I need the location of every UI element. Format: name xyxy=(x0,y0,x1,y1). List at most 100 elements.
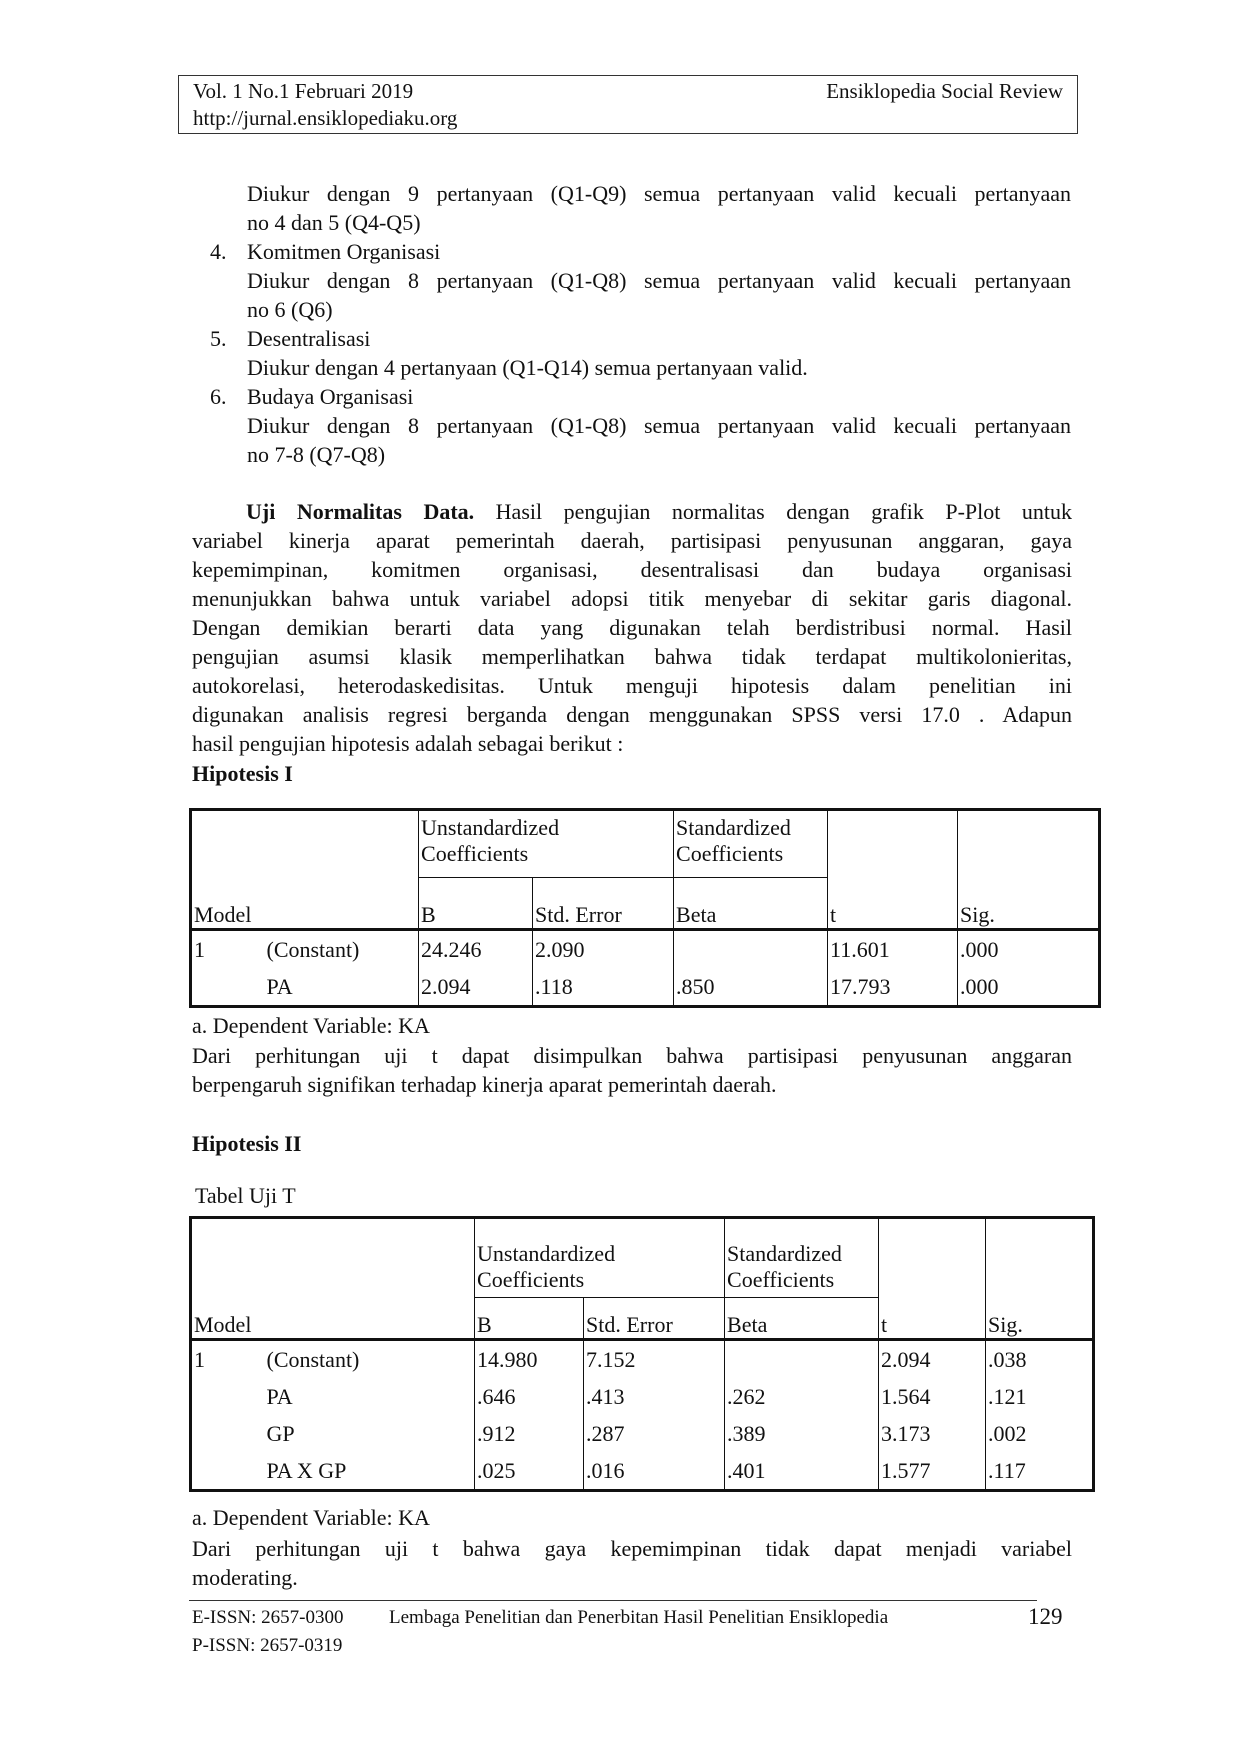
cell-b: 14.980 xyxy=(474,1338,585,1378)
cell-model-num xyxy=(190,1452,267,1491)
journal-url[interactable]: http://jurnal.ensiklopediaku.org xyxy=(193,106,458,130)
text-line: no 6 (Q6) xyxy=(247,297,333,322)
footer-eissn: E-ISSN: 2657-0300 xyxy=(192,1607,344,1628)
cell-predictor: GP xyxy=(266,1415,476,1452)
normalitas-paragraph: Uji Normalitas Data. Hasil pengujian nor… xyxy=(192,497,1072,758)
regression-table-2: Model Unstandardized Coefficients Standar… xyxy=(189,1216,1096,1492)
header-std-error: Std. Error xyxy=(532,877,675,930)
cell-t: 11.601 xyxy=(827,928,959,968)
footer-divider xyxy=(189,1600,1037,1601)
cell-beta: .401 xyxy=(724,1452,880,1491)
cell-beta: .262 xyxy=(724,1378,880,1415)
page-number: 129 xyxy=(1028,1604,1063,1629)
hipotesis-1-conclusion: Dari perhitungan uji t dapat disimpulkan… xyxy=(192,1041,1072,1099)
cell-std-error: 2.090 xyxy=(532,928,675,968)
header-sig: Sig. xyxy=(957,809,1101,930)
text-line: digunakan analisis regresi berganda deng… xyxy=(192,702,1072,727)
cell-model-num xyxy=(190,1378,267,1415)
hipotesis-2-conclusion: Dari perhitungan uji t bahwa gaya kepemi… xyxy=(192,1534,1072,1592)
header-beta: Beta xyxy=(673,877,829,930)
cell-predictor: PA xyxy=(266,1378,476,1415)
cell-b: .646 xyxy=(474,1378,585,1415)
cell-beta: .389 xyxy=(724,1415,880,1452)
cell-model-num: 1 xyxy=(190,928,267,968)
cell-beta xyxy=(724,1338,880,1378)
header-standardized: Standardized Coefficients xyxy=(724,1217,880,1298)
header-t: t xyxy=(827,809,959,930)
journal-name: Ensiklopedia Social Review xyxy=(826,79,1063,103)
table-row: PA .646 .413 .262 1.564 .121 xyxy=(190,1378,1095,1415)
text-line: Dari perhitungan uji t bahwa gaya kepemi… xyxy=(192,1536,1072,1561)
table-row: 1 (Constant) 14.980 7.152 2.094 .038 xyxy=(190,1338,1095,1378)
footer-pissn: P-ISSN: 2657-0319 xyxy=(192,1635,343,1656)
cell-t: 2.094 xyxy=(878,1338,987,1378)
cell-std-error: .413 xyxy=(583,1378,726,1415)
text-line: menunjukkan bahwa untuk variabel adopsi … xyxy=(192,586,1072,611)
table-row: GP .912 .287 .389 3.173 .002 xyxy=(190,1415,1095,1452)
cell-b: .912 xyxy=(474,1415,585,1452)
list-desc: Diukur dengan 8 pertanyaan (Q1-Q8) semua… xyxy=(247,411,1071,469)
text-line: pengujian asumsi klasik memperlihatkan b… xyxy=(192,644,1072,669)
cell-b: 24.246 xyxy=(418,928,534,968)
text-span: Hasil pengujian normalitas dengan grafik… xyxy=(474,499,1072,524)
cell-std-error: 7.152 xyxy=(583,1338,726,1378)
cell-sig: .117 xyxy=(985,1452,1095,1491)
cell-std-error: .287 xyxy=(583,1415,726,1452)
hipotesis-1-title: Hipotesis I xyxy=(192,761,293,786)
list-num: 6. xyxy=(210,384,227,409)
volume-info: Vol. 1 No.1 Februari 2019 xyxy=(193,79,414,103)
cell-t: 3.173 xyxy=(878,1415,987,1452)
cell-std-error: .118 xyxy=(532,968,675,1007)
footer-publisher: Lembaga Penelitian dan Penerbitan Hasil … xyxy=(389,1607,889,1628)
text-line: no 7-8 (Q7-Q8) xyxy=(247,442,386,467)
list-num: 5. xyxy=(210,326,227,351)
list-title: Budaya Organisasi xyxy=(247,384,414,409)
intro-text: Diukur dengan 9 pertanyaan (Q1-Q9) semua… xyxy=(247,179,1071,237)
cell-t: 1.564 xyxy=(878,1378,987,1415)
cell-t: 17.793 xyxy=(827,968,959,1007)
text-line: Diukur dengan 8 pertanyaan (Q1-Q8) semua… xyxy=(247,268,1071,293)
text-line: kepemimpinan, komitmen organisasi, desen… xyxy=(192,557,1072,582)
list-title: Desentralisasi xyxy=(247,326,371,351)
cell-sig: .038 xyxy=(985,1338,1095,1378)
text-line: Dengan demikian berarti data yang diguna… xyxy=(192,615,1072,640)
cell-std-error: .016 xyxy=(583,1452,726,1491)
cell-t: 1.577 xyxy=(878,1452,987,1491)
text-line: autokorelasi, heterodaskedisitas. Untuk … xyxy=(192,673,1072,698)
list-title: Komitmen Organisasi xyxy=(247,239,441,264)
cell-predictor: (Constant) xyxy=(266,928,420,968)
header-std-error: Std. Error xyxy=(583,1297,726,1340)
header-model: Model xyxy=(189,1217,476,1340)
cell-model-num xyxy=(190,1415,267,1452)
text-line: moderating. xyxy=(192,1565,298,1590)
table-2-note: a. Dependent Variable: KA xyxy=(192,1505,430,1530)
cell-sig: .002 xyxy=(985,1415,1095,1452)
header-sig: Sig. xyxy=(985,1217,1095,1340)
text-line: Diukur dengan 8 pertanyaan (Q1-Q8) semua… xyxy=(247,413,1071,438)
cell-predictor: PA xyxy=(266,968,420,1007)
header-b: B xyxy=(418,877,534,930)
cell-sig: .000 xyxy=(957,928,1101,968)
cell-sig: .121 xyxy=(985,1378,1095,1415)
text-line: no 4 dan 5 (Q4-Q5) xyxy=(247,210,421,235)
text-line: Diukur dengan 9 pertanyaan (Q1-Q9) semua… xyxy=(247,181,1071,206)
regression-table-1: Model Unstandardized Coefficients Standar… xyxy=(189,808,1102,1008)
header-b: B xyxy=(474,1297,585,1340)
header-model: Model xyxy=(189,809,420,930)
cell-predictor: (Constant) xyxy=(266,1338,476,1378)
cell-beta xyxy=(673,928,829,968)
header-standardized: Standardized Coefficients xyxy=(673,809,829,878)
text-line: hasil pengujian hipotesis adalah sebagai… xyxy=(192,731,624,756)
list-desc: Diukur dengan 8 pertanyaan (Q1-Q8) semua… xyxy=(247,266,1071,324)
text-line: Uji Normalitas Data. Hasil pengujian nor… xyxy=(192,497,1072,526)
hipotesis-2-title: Hipotesis II xyxy=(192,1131,302,1156)
text-line: variabel kinerja aparat pemerintah daera… xyxy=(192,528,1072,553)
section-heading: Uji Normalitas Data. xyxy=(246,499,475,524)
list-num: 4. xyxy=(210,239,227,264)
header-unstandardized: Unstandardized Coefficients xyxy=(474,1217,726,1298)
cell-b: 2.094 xyxy=(418,968,534,1007)
cell-predictor: PA X GP xyxy=(266,1452,476,1491)
cell-beta: .850 xyxy=(673,968,829,1007)
table-row: PA X GP .025 .016 .401 1.577 .117 xyxy=(190,1452,1095,1491)
